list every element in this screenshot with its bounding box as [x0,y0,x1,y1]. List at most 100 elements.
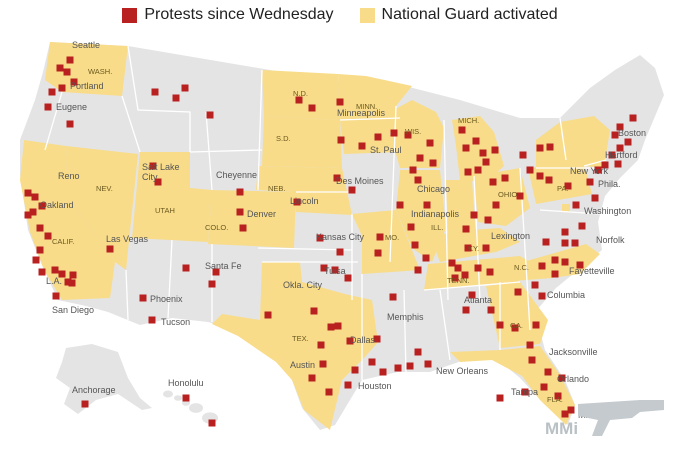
protest-marker [458,126,466,134]
protest-marker [348,186,356,194]
city-label-36: Hartford [605,150,638,160]
protest-marker [182,394,190,402]
protest-marker [139,294,147,302]
protest-marker [308,104,316,112]
city-label-11: Phoenix [150,294,183,304]
legend-label-guard: National Guard activated [381,6,558,23]
guard-state-fla [450,346,575,425]
state-labels: WASH. NEV. UTAH COLO. CALIF. N.D. S.D. NEB. MINN… [52,67,569,404]
guard-state-nc [500,244,600,282]
protest-marker [544,368,552,376]
protest-marker [389,293,397,301]
protest-marker [334,322,342,330]
city-label-31: Fayetteville [569,266,615,276]
protest-marker [486,268,494,276]
protest-swatch-icon [122,7,138,23]
protest-marker [316,234,324,242]
protest-marker [344,274,352,282]
state-label-1: NEV. [96,184,113,193]
protest-marker [464,168,472,176]
protest-marker [38,202,46,210]
protest-marker [154,178,162,186]
protest-marker [151,88,159,96]
protest-marker [319,360,327,368]
state-label-7: NEB. [268,184,286,193]
protest-marker [528,356,536,364]
city-label-19: Okla. City [283,280,323,290]
city-label-40: Tampa [511,387,538,397]
protest-marker [536,144,544,152]
state-label-4: CALIF. [52,237,75,246]
city-label-7: Denver [247,209,276,219]
state-label-3: COLO. [205,223,228,232]
protest-marker [58,84,66,92]
guard-state-wis [390,100,444,168]
city-label-26: Chicago [417,184,450,194]
protest-marker [293,198,301,206]
protest-marker [616,144,624,152]
state-label-11: OHIO [498,190,517,199]
protest-marker [48,88,56,96]
protest-marker [423,201,431,209]
state-label-17: N.C. [514,263,529,272]
protest-marker [333,174,341,182]
city-label-8: Las Vegas [106,234,149,244]
guard-state-nd [262,70,340,120]
state-borders [44,45,607,380]
guard-state-pa [528,164,592,204]
protest-marker [24,189,32,197]
protest-marker [576,261,584,269]
state-label-2: UTAH [155,206,175,215]
protest-marker [611,131,619,139]
protest-marker [295,96,303,104]
protest-marker [81,400,89,408]
protest-marker [484,216,492,224]
state-label-12: PA. [557,184,569,193]
guard-state-mo [352,210,420,274]
protest-marker [608,151,616,159]
protest-marker [586,178,594,186]
protest-marker [540,383,548,391]
protest-marker [462,144,470,152]
protest-marker [236,208,244,216]
protest-marker [406,362,414,370]
protest-marker [236,188,244,196]
protest-marker [368,358,376,366]
protest-marker [521,388,529,396]
state-label-15: KY. [468,244,479,253]
protest-marker [63,68,71,76]
protest-marker [511,324,519,332]
city-label-20: Tulsa [324,266,346,276]
protest-marker [416,154,424,162]
protest-marker [308,374,316,382]
protest-marker [337,136,345,144]
protest-marker [44,232,52,240]
protest-marker [36,224,44,232]
city-label-16: Des Moines [336,176,384,186]
protest-marker [462,225,470,233]
guard-state-nev [66,146,138,270]
city-label-14: Minneapolis [337,108,386,118]
protest-marker [414,266,422,274]
guard-state-ny [536,116,610,168]
map-legend: Protests since Wednesday National Guard … [0,4,680,26]
protest-marker [451,274,459,282]
watermark: MMi [545,400,664,438]
guard-state-minn [338,74,412,154]
protest-marker [414,348,422,356]
city-label-3: Reno [58,171,80,181]
city-label-25: New Orleans [436,366,489,376]
guard-state-ky [430,228,520,262]
state-label-10: MICH. [458,116,479,125]
protest-marker [36,246,44,254]
protest-marker [629,114,637,122]
protest-marker [496,321,504,329]
city-label-33: Washington [584,206,631,216]
protest-marker [407,223,415,231]
protest-marker [24,211,32,219]
protest-marker [487,306,495,314]
guard-state-dc [562,204,570,212]
city-label-0: Seattle [72,40,100,50]
protest-marker [516,192,524,200]
